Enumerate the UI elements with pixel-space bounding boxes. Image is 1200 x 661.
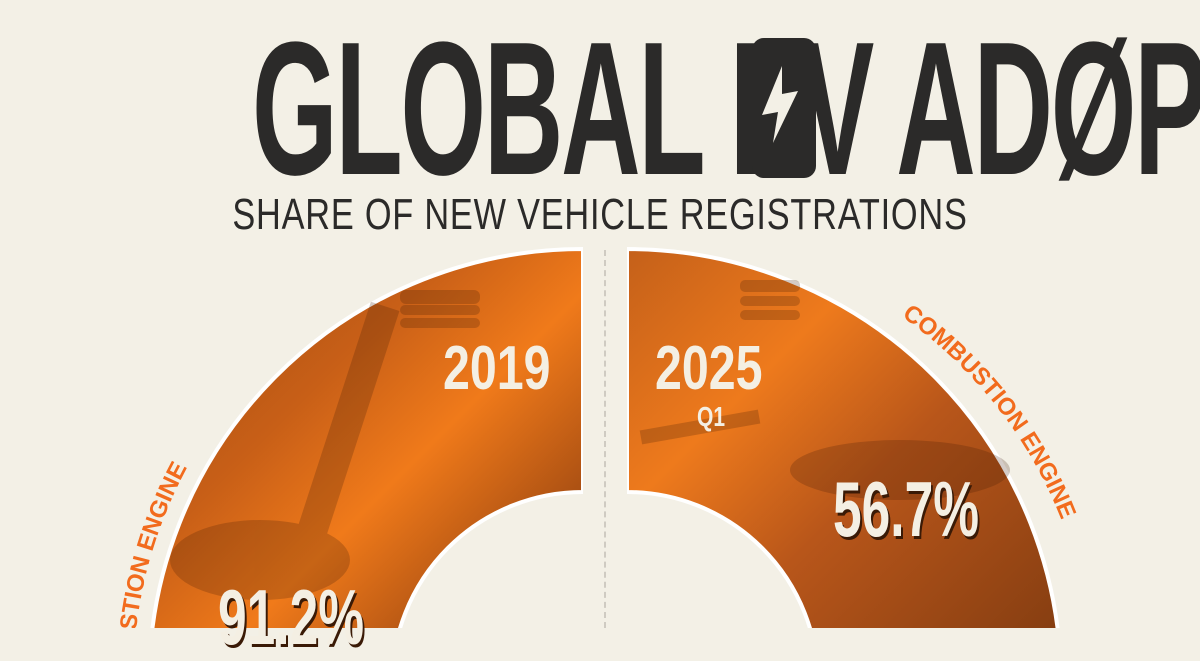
year-label-2025: 2025 bbox=[655, 334, 763, 403]
lightning-bolt-icon bbox=[752, 38, 816, 178]
value-2019: 91.2% bbox=[218, 573, 364, 661]
page-title-text: GLOBAL EV ADØPTION bbox=[252, 3, 1200, 215]
page-subtitle: SHARE OF NEW VEHICLE REGISTRATIONS bbox=[232, 190, 968, 239]
value-2025: 56.7% bbox=[833, 465, 979, 553]
page-title: GLOBAL EV ADØPTION bbox=[252, 14, 1200, 204]
donut-2025-q1 bbox=[627, 246, 1060, 628]
panel-divider bbox=[604, 250, 606, 628]
year-label-2019: 2019 bbox=[443, 334, 551, 403]
donut-charts: COMBUSTION ENGINE COMBUSTION ENGINE bbox=[112, 38, 1081, 628]
donut-2019 bbox=[150, 246, 583, 628]
quarter-label-2025: Q1 bbox=[697, 401, 726, 432]
